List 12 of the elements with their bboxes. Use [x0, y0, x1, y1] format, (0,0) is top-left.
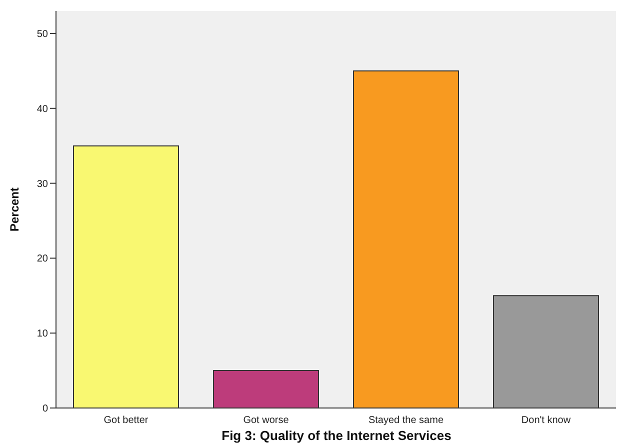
x-tick-label: Stayed the same: [368, 415, 444, 426]
x-tick-label: Got better: [104, 415, 149, 426]
x-tick-label: Don't know: [521, 415, 572, 426]
y-axis-title: Percent: [7, 187, 22, 232]
text: Fig 3: Quality of the Internet Services: [220, 428, 452, 443]
y-tick-label: 10: [36, 328, 48, 340]
y-tick-label: 30: [36, 178, 48, 190]
y-tick-label: 20: [36, 254, 48, 265]
y-tick-label: 40: [36, 104, 48, 115]
x-tick-label: Got worse: [243, 415, 290, 426]
y-tick-label: 0: [42, 404, 48, 415]
y-tick-label: 50: [36, 29, 48, 40]
